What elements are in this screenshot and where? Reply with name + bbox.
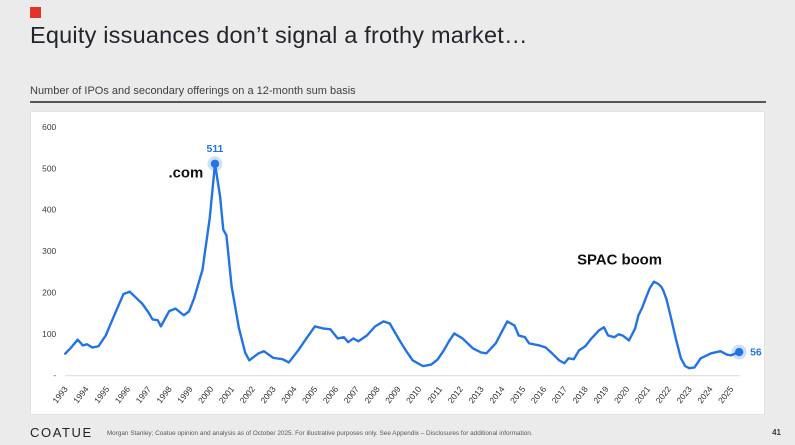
x-tick-label: 2000 <box>196 384 216 405</box>
x-tick-label: 2018 <box>570 384 590 405</box>
x-tick-label: 2005 <box>300 384 320 405</box>
annotation-spac-boom: SPAC boom <box>577 252 662 268</box>
x-tick-label: 2004 <box>279 384 299 405</box>
coatue-wordmark: COATUE <box>30 424 93 440</box>
x-tick-label: 2009 <box>383 384 403 405</box>
data-point-marker <box>735 347 744 357</box>
x-tick-label: 2008 <box>362 384 382 405</box>
coatue-red-square-logo <box>30 7 41 18</box>
y-tick-label: 200 <box>42 287 56 297</box>
x-tick-label: 1999 <box>175 384 195 405</box>
x-tick-label: 2003 <box>258 384 278 405</box>
page-title: Equity issuances don’t signal a frothy m… <box>30 22 528 48</box>
x-tick-label: 2016 <box>529 384 549 405</box>
footer-disclaimer: Morgan Stanley; Coatue opinion and analy… <box>106 429 533 437</box>
x-tick-label: 2017 <box>550 384 570 405</box>
x-tick-label: 1998 <box>154 384 174 405</box>
x-tick-label: 1993 <box>50 384 70 405</box>
x-tick-label: 2020 <box>612 384 632 405</box>
chart-card: -100 200 300 400 500 600 1993 1994 1995 1996 1997 1… <box>30 111 765 415</box>
x-tick-label: 2025 <box>716 384 736 405</box>
x-tick-label: 2002 <box>238 384 258 405</box>
y-tick-label: 100 <box>42 329 56 339</box>
x-tick-label: 2024 <box>695 384 715 405</box>
subtitle-divider <box>30 101 766 103</box>
footer-left: COATUE Morgan Stanley; Coatue opinion an… <box>30 425 533 440</box>
x-tick-label: 2015 <box>508 384 528 405</box>
x-tick-label: 2001 <box>217 384 237 405</box>
x-tick-label: 2012 <box>446 384 466 405</box>
y-tick-label: 300 <box>42 246 56 256</box>
x-tick-label: 2013 <box>466 384 486 405</box>
ipo-line-series <box>64 162 741 370</box>
x-tick-label: 1997 <box>134 384 154 405</box>
annotation-com: .com <box>168 165 203 181</box>
chart-subtitle: Number of IPOs and secondary offerings o… <box>30 85 356 97</box>
x-tick-label: 2011 <box>425 384 444 405</box>
y-tick-label: 500 <box>42 163 56 173</box>
x-tick-label: 1995 <box>92 384 112 405</box>
x-tick-label: 2014 <box>487 384 507 405</box>
annotation-511: 511 <box>207 144 224 155</box>
x-tick-label: 1994 <box>71 384 91 405</box>
x-tick-label: 2019 <box>591 384 611 405</box>
y-tick-label: - <box>53 370 56 380</box>
x-tick-label: 2007 <box>342 384 362 405</box>
x-tick-label: 1996 <box>113 384 133 405</box>
y-tick-label: 600 <box>42 122 56 132</box>
footer: COATUE Morgan Stanley; Coatue opinion an… <box>30 422 781 442</box>
x-tick-label: 2023 <box>674 384 694 405</box>
x-tick-label: 2010 <box>404 384 424 405</box>
x-tick-label: 2021 <box>633 384 653 405</box>
annotation-56: 56 <box>750 348 762 359</box>
x-tick-label: 2022 <box>654 384 674 405</box>
data-point-marker <box>210 159 220 168</box>
x-tick-label: 2006 <box>321 384 341 405</box>
page-number: 41 <box>772 427 781 437</box>
y-tick-label: 400 <box>42 205 56 215</box>
